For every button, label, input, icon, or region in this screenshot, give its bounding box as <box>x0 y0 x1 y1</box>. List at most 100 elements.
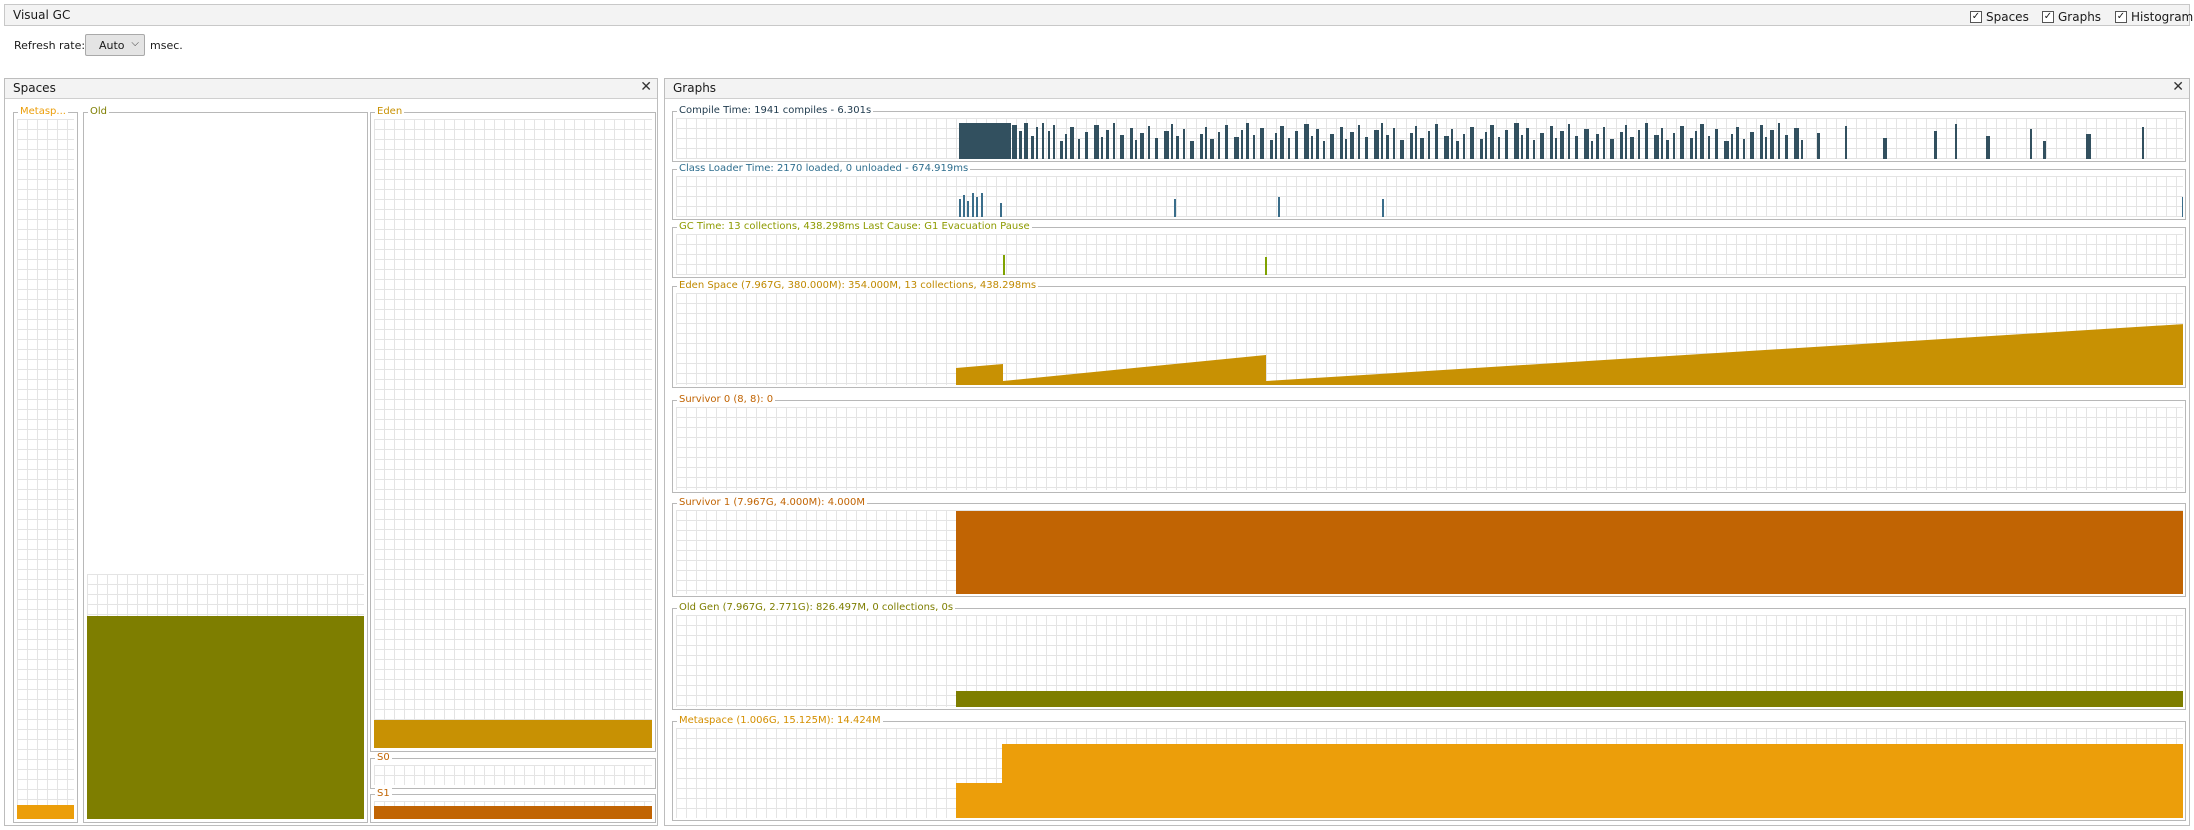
class-loader-plot <box>676 176 2183 217</box>
compile-time-spike <box>1190 141 1194 159</box>
compile-time-spike <box>1603 127 1605 159</box>
eden-space-graph: Eden Space (7.967G, 380.000M): 354.000M,… <box>672 280 2186 388</box>
survivor1-plot <box>676 510 2183 594</box>
refresh-rate-value: Auto <box>99 39 125 52</box>
close-icon[interactable]: ✕ <box>2172 79 2184 95</box>
s0-grid <box>374 765 652 785</box>
compile-time-spike <box>1415 126 1417 159</box>
class-loader-spike <box>959 199 961 217</box>
compile-time-spike <box>1120 135 1124 159</box>
graphs-checkbox[interactable]: ✓ Graphs <box>2042 9 2101 25</box>
class-loader-spike <box>1278 197 1280 217</box>
eden-series-area <box>1266 324 2183 385</box>
compile-time-spike <box>1715 129 1718 159</box>
metaspace-graph-label: Metaspace (1.006G, 15.125M): 14.424M <box>677 715 883 727</box>
gc-time-spike <box>1003 255 1005 275</box>
compile-time-spike <box>1845 126 1847 159</box>
close-icon[interactable]: ✕ <box>640 79 652 95</box>
compile-time-spike <box>1275 133 1277 159</box>
compile-time-spike <box>1463 134 1465 159</box>
compile-time-spike <box>1794 128 1799 159</box>
compile-time-spike <box>1568 124 1570 159</box>
class-loader-spike <box>1174 199 1176 217</box>
compile-time-spike <box>1106 130 1109 159</box>
compile-time-spike <box>1498 137 1500 159</box>
compile-time-spike <box>1645 123 1648 159</box>
s0-space-label: S0 <box>375 752 392 764</box>
compile-time-spike <box>1345 139 1347 159</box>
compile-time-spike <box>1148 126 1150 159</box>
metaspace-graph: Metaspace (1.006G, 15.125M): 14.424M <box>672 715 2186 821</box>
old-space-label: Old <box>88 106 109 118</box>
compile-time-spike <box>1708 136 1710 159</box>
compile-time-spike <box>1225 125 1228 159</box>
class-loader-label: Class Loader Time: 2170 loaded, 0 unload… <box>677 163 971 175</box>
spaces-panel-title: Spaces <box>13 81 56 95</box>
compile-time-spike <box>1514 123 1519 159</box>
compile-time-spike <box>1620 132 1623 159</box>
compile-time-spike <box>1270 140 1273 159</box>
compile-time-spike <box>1778 123 1780 159</box>
compile-time-spike <box>1435 124 1438 159</box>
class-loader-spike <box>981 193 983 217</box>
old-gen-series-area <box>956 691 2183 707</box>
compile-time-spike <box>1316 129 1319 159</box>
compile-time-spike <box>1024 123 1028 159</box>
s1-space-label: S1 <box>375 788 392 800</box>
compile-time-spike <box>1490 125 1494 159</box>
compile-time-spike <box>1280 126 1284 159</box>
old-gen-label: Old Gen (7.967G, 2.771G): 826.497M, 0 co… <box>677 602 956 614</box>
old-gen-graph: Old Gen (7.967G, 2.771G): 826.497M, 0 co… <box>672 602 2186 710</box>
compile-time-spike <box>1260 128 1264 159</box>
compile-time-spike <box>1801 140 1803 159</box>
refresh-rate-select[interactable]: Auto ⌵ <box>85 34 145 56</box>
class-loader-chart <box>959 193 2183 217</box>
compile-time-spike <box>1765 137 1767 159</box>
s0-space: S0 <box>370 752 656 789</box>
compile-time-spike <box>1288 138 1290 159</box>
s1-space: S1 <box>370 788 656 823</box>
compile-time-spike <box>1986 136 1990 159</box>
compile-time-spike <box>1555 138 1557 159</box>
compile-time-spike <box>1817 133 1820 159</box>
compile-time-spike <box>1155 138 1158 159</box>
histogram-checkbox[interactable]: ✓ Histogram <box>2115 9 2193 25</box>
compile-time-spike <box>1690 138 1693 159</box>
compile-time-spike <box>1060 141 1063 159</box>
compile-time-plot <box>676 118 2183 159</box>
spaces-checkbox[interactable]: ✓ Spaces <box>1970 9 2029 25</box>
compile-time-spike <box>1094 125 1099 159</box>
compile-time-spike <box>1218 132 1220 159</box>
gc-time-graph: GC Time: 13 collections, 438.298ms Last … <box>672 221 2186 278</box>
eden-series-area <box>1003 355 1266 385</box>
compile-time-spike <box>1743 139 1745 159</box>
compile-time-spike <box>1019 131 1022 159</box>
survivor1-graph: Survivor 1 (7.967G, 4.000M): 4.000M <box>672 497 2186 597</box>
refresh-rate-label: Refresh rate: <box>14 39 86 52</box>
compile-time-spike <box>1241 130 1243 159</box>
compile-time-spike <box>1625 125 1627 159</box>
metaspace-grid <box>17 119 74 819</box>
compile-time-chart <box>959 123 2144 159</box>
compile-time-spike <box>1550 126 1553 159</box>
old-gen-chart <box>956 691 2183 707</box>
survivor0-graph: Survivor 0 (8, 8): 0 <box>672 394 2186 493</box>
compile-time-spike <box>1311 136 1313 159</box>
compile-time-spike <box>1540 133 1544 159</box>
compile-time-spike <box>1140 133 1144 159</box>
compile-time-spike <box>1736 127 1739 159</box>
compile-time-spike <box>1485 132 1487 159</box>
survivor1-label: Survivor 1 (7.967G, 4.000M): 4.000M <box>677 497 867 509</box>
graphs-panel-header: Graphs ✕ <box>665 79 2189 99</box>
chevron-down-icon: ⌵ <box>131 38 139 49</box>
compile-time-spike <box>1575 136 1578 159</box>
compile-time-spike <box>1210 139 1214 159</box>
compile-time-spike <box>1323 141 1325 159</box>
compile-time-spike <box>1330 134 1334 159</box>
compile-time-spike <box>1365 137 1368 159</box>
spaces-checkbox-label: Spaces <box>1986 10 2029 24</box>
compile-time-spike <box>1596 134 1599 159</box>
compile-time-spike <box>1101 137 1103 159</box>
compile-time-spike <box>1526 128 1529 159</box>
compile-time-spike <box>1246 123 1249 159</box>
